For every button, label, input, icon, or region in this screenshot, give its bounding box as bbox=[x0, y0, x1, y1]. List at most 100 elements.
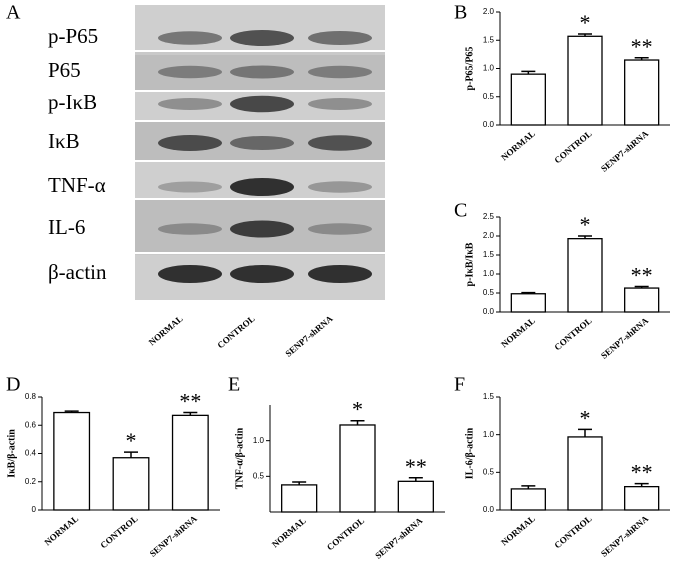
error-bar bbox=[634, 482, 649, 487]
error-bar bbox=[521, 485, 536, 489]
blot-band bbox=[230, 65, 294, 79]
blot-lane-label: SENP7-shRNA bbox=[283, 313, 335, 359]
panel-letter: E bbox=[228, 374, 240, 396]
blot-band bbox=[158, 135, 222, 151]
x-tick-label: NORMAL bbox=[499, 513, 537, 547]
blot-band bbox=[308, 31, 372, 45]
blot-row-label: IκB bbox=[48, 129, 80, 153]
significance-mark: ** bbox=[631, 460, 653, 485]
error-bar bbox=[521, 70, 536, 75]
panel-letter: A bbox=[6, 2, 21, 24]
y-tick-label: 2.0 bbox=[483, 231, 495, 240]
x-tick-label: SENP7-shRNA bbox=[373, 515, 425, 561]
y-tick-label: 0.5 bbox=[483, 288, 495, 297]
error-bar bbox=[408, 477, 423, 482]
error-bar bbox=[634, 57, 649, 61]
y-tick-label: 2.0 bbox=[483, 7, 495, 16]
error-bar bbox=[350, 419, 365, 425]
panel-letter: C bbox=[454, 200, 467, 222]
blot-band bbox=[230, 30, 294, 46]
blot-row-label: P65 bbox=[48, 58, 81, 82]
blot-band bbox=[230, 178, 294, 196]
bar bbox=[567, 35, 603, 126]
blot-band bbox=[230, 95, 294, 113]
blot-lane-label: CONTROL bbox=[215, 313, 256, 350]
x-tick-label: CONTROL bbox=[98, 513, 139, 550]
y-tick-label: 1.5 bbox=[483, 35, 495, 44]
y-tick-label: 2.5 bbox=[483, 212, 495, 221]
blot-band bbox=[230, 136, 294, 150]
y-tick-label: 0.0 bbox=[483, 505, 495, 514]
blot-band bbox=[158, 31, 222, 45]
x-tick-label: NORMAL bbox=[42, 513, 80, 547]
significance-mark: * bbox=[580, 212, 591, 237]
bar bbox=[171, 414, 209, 511]
blot-row bbox=[135, 55, 385, 90]
blot-band bbox=[230, 220, 294, 238]
significance-mark: * bbox=[580, 405, 591, 430]
bar bbox=[567, 238, 603, 313]
error-bar bbox=[634, 285, 649, 289]
x-tick-label: NORMAL bbox=[270, 515, 308, 549]
error-bar bbox=[124, 451, 138, 458]
blot-lane-label: NORMAL bbox=[147, 313, 185, 347]
error-bar bbox=[578, 33, 592, 37]
x-tick-label: SENP7-shRNA bbox=[599, 513, 651, 559]
y-tick-label: 1.0 bbox=[483, 269, 495, 278]
blot-row-label: p-IκB bbox=[48, 90, 97, 114]
y-tick-label: 0.6 bbox=[25, 420, 37, 429]
blot-band bbox=[230, 265, 294, 283]
blot-band bbox=[158, 265, 222, 283]
y-axis-label: p-IκB/IκB bbox=[464, 242, 475, 286]
y-axis-label: IκB/β-actin bbox=[6, 429, 17, 478]
y-tick-label: 0.5 bbox=[483, 467, 495, 476]
blot-row-label: p-P65 bbox=[48, 24, 98, 48]
blot-band bbox=[308, 223, 372, 235]
significance-mark: ** bbox=[405, 454, 427, 479]
y-tick-label: 1.0 bbox=[483, 64, 495, 73]
bar bbox=[112, 457, 150, 511]
y-tick-label: 1.5 bbox=[483, 250, 495, 259]
y-tick-label: 0.2 bbox=[25, 477, 37, 486]
bar bbox=[53, 411, 91, 511]
error-bar bbox=[183, 411, 198, 416]
y-tick-label: 0.0 bbox=[483, 307, 495, 316]
blot-row-label: TNF-α bbox=[48, 173, 106, 197]
bar bbox=[567, 436, 603, 511]
bar bbox=[510, 488, 546, 511]
significance-mark: ** bbox=[631, 34, 653, 59]
blot-band bbox=[308, 98, 372, 110]
blot-band bbox=[158, 98, 222, 110]
x-tick-label: SENP7-shRNA bbox=[599, 315, 651, 361]
x-tick-label: SENP7-shRNA bbox=[148, 513, 200, 559]
y-tick-label: 0 bbox=[32, 505, 37, 514]
y-tick-label: 1.0 bbox=[253, 436, 265, 445]
x-tick-label: SENP7-shRNA bbox=[599, 128, 651, 174]
significance-mark: ** bbox=[631, 263, 653, 288]
error-bar bbox=[578, 235, 592, 239]
error-bar bbox=[64, 410, 79, 413]
y-tick-label: 0.5 bbox=[483, 92, 495, 101]
x-tick-label: CONTROL bbox=[325, 515, 366, 552]
panel-letter: F bbox=[454, 374, 465, 396]
y-axis-label: TNF-α/β-actin bbox=[234, 427, 245, 489]
blot-band bbox=[158, 223, 222, 235]
blot-band bbox=[308, 265, 372, 283]
y-tick-label: 0.4 bbox=[25, 449, 37, 458]
x-tick-label: CONTROL bbox=[552, 315, 593, 352]
blot-band bbox=[308, 181, 372, 193]
error-bar bbox=[292, 481, 307, 485]
bar bbox=[624, 287, 660, 313]
y-axis-label: IL-6/β-actin bbox=[464, 427, 475, 479]
blot-band bbox=[308, 135, 372, 151]
bar bbox=[510, 73, 546, 126]
x-tick-label: NORMAL bbox=[499, 128, 537, 162]
bar bbox=[624, 485, 660, 511]
blot-band bbox=[158, 181, 222, 193]
bar bbox=[397, 480, 434, 513]
bar bbox=[339, 424, 376, 513]
x-tick-label: CONTROL bbox=[552, 513, 593, 550]
significance-mark: * bbox=[352, 397, 363, 422]
error-bar bbox=[521, 291, 536, 294]
